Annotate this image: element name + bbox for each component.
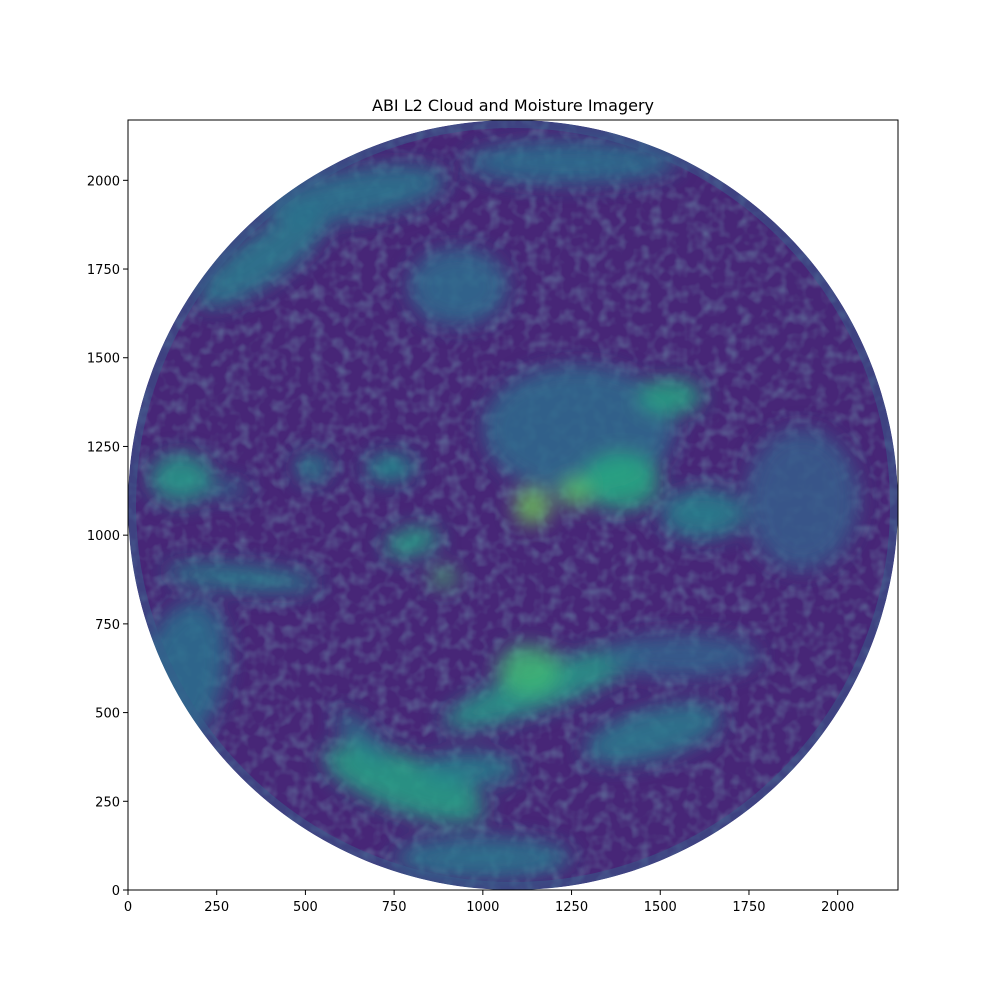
x-tick-label: 500 <box>293 900 318 915</box>
cloud-feature-19 <box>584 703 723 765</box>
cloud-feature-16 <box>163 563 320 592</box>
axes-frame <box>127 119 899 891</box>
cloud-feature-8 <box>559 478 592 507</box>
x-tick-label: 2000 <box>821 900 854 915</box>
cloud-feature-18 <box>497 645 561 695</box>
x-tick-label: 1500 <box>644 900 677 915</box>
y-tick-label: 1750 <box>87 263 120 278</box>
cloud-feature-5 <box>582 453 661 511</box>
y-tick-label: 1500 <box>87 352 120 367</box>
cloud-feature-12 <box>294 453 331 482</box>
x-tick-label: 1000 <box>466 900 499 915</box>
x-tick-label: 1750 <box>732 900 765 915</box>
disk-limb <box>128 120 898 890</box>
y-tick-label: 750 <box>95 618 120 633</box>
cloud-feature-21 <box>418 753 519 786</box>
cloud-feature-14 <box>384 526 440 558</box>
y-axis: 0 250 500 750 1000 1250 1500 1750 2000 <box>87 174 128 899</box>
plot-area <box>127 119 899 891</box>
cloud-feature-23 <box>603 634 760 678</box>
cloud-feature-3 <box>408 247 508 326</box>
cloud-feature-26 <box>394 836 572 880</box>
cloud-feature-10 <box>149 453 214 504</box>
y-tick-label: 0 <box>112 884 120 899</box>
cloud-feature-0 <box>197 209 329 308</box>
cloud-feature-1 <box>264 165 447 224</box>
cloud-feature-2 <box>465 141 678 184</box>
cloud-feature-11 <box>206 481 249 497</box>
x-tick-label: 750 <box>382 900 407 915</box>
cloud-feature-7 <box>514 489 551 525</box>
y-tick-label: 1250 <box>87 440 120 455</box>
earth-disk-image <box>128 120 898 890</box>
cloud-feature-9 <box>660 489 746 539</box>
cloud-feature-22 <box>335 711 389 764</box>
cloud-feature-24 <box>745 428 859 571</box>
x-tick-label: 1250 <box>555 900 588 915</box>
y-tick-label: 1000 <box>87 529 120 544</box>
x-tick-label: 0 <box>124 900 132 915</box>
x-axis: 0 250 500 750 1000 1250 1500 1750 2000 <box>124 890 854 915</box>
cloud-feature-6 <box>638 379 703 415</box>
cloud-feature-15 <box>429 568 458 587</box>
chart-title: ABI L2 Cloud and Moisture Imagery <box>372 96 654 115</box>
x-tick-label: 250 <box>204 900 229 915</box>
cloud-features <box>135 141 859 880</box>
y-tick-label: 2000 <box>87 174 120 189</box>
y-tick-label: 500 <box>95 707 120 722</box>
cloud-feature-13 <box>365 453 416 482</box>
y-tick-label: 250 <box>95 795 120 810</box>
cloud-feature-20 <box>324 744 486 824</box>
